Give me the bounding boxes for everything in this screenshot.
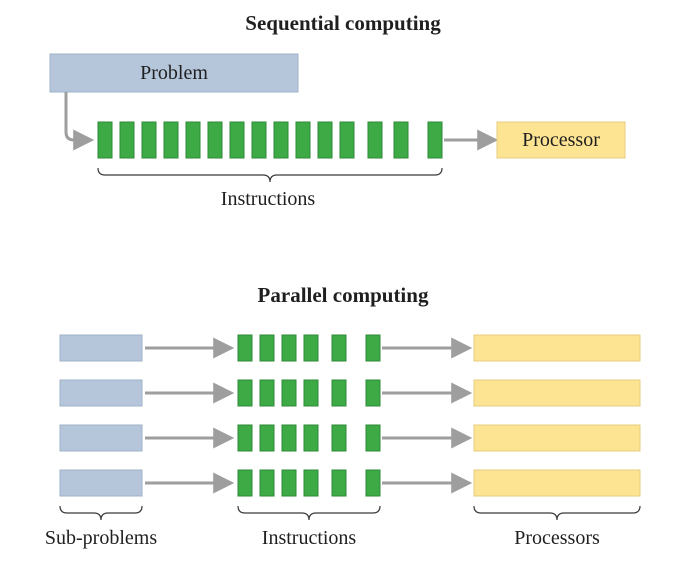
- instruction-block: [428, 122, 442, 158]
- instruction-block: [304, 335, 318, 361]
- parallel-instructions-label: Instructions: [262, 527, 357, 549]
- instruction-block: [282, 470, 296, 496]
- instruction-block: [282, 425, 296, 451]
- instruction-block: [98, 122, 112, 158]
- instruction-block: [282, 380, 296, 406]
- instruction-block: [394, 122, 408, 158]
- subproblems-brace: [60, 506, 142, 520]
- instruction-block: [186, 122, 200, 158]
- processors-label: Processors: [514, 527, 600, 549]
- instruction-block: [332, 335, 346, 361]
- instruction-block: [332, 380, 346, 406]
- instruction-block: [332, 470, 346, 496]
- instruction-block: [260, 335, 274, 361]
- instruction-block: [274, 122, 288, 158]
- instructions-brace: [98, 168, 442, 182]
- instruction-block: [142, 122, 156, 158]
- subproblems-label: Sub-problems: [45, 527, 157, 549]
- instruction-block: [332, 425, 346, 451]
- instruction-block: [368, 122, 382, 158]
- processor-box: [474, 335, 640, 361]
- problem-label: Problem: [140, 62, 208, 84]
- instruction-block: [366, 425, 380, 451]
- instruction-block: [304, 425, 318, 451]
- instruction-block: [238, 425, 252, 451]
- processor-box: [474, 425, 640, 451]
- instruction-block: [260, 425, 274, 451]
- instruction-block: [282, 335, 296, 361]
- subproblem-box: [60, 335, 142, 361]
- instruction-block: [208, 122, 222, 158]
- instruction-block: [252, 122, 266, 158]
- processor-box: [474, 470, 640, 496]
- instruction-block: [366, 380, 380, 406]
- instruction-block: [304, 470, 318, 496]
- problem-to-instructions-arrow: [66, 92, 90, 140]
- instruction-block: [340, 122, 354, 158]
- processor-label: Processor: [522, 129, 600, 151]
- instructions-label: Instructions: [221, 188, 316, 210]
- instruction-block: [260, 380, 274, 406]
- instruction-block: [318, 122, 332, 158]
- subproblem-box: [60, 470, 142, 496]
- instruction-block: [366, 470, 380, 496]
- instruction-block: [238, 470, 252, 496]
- parallel-instructions-brace: [238, 506, 380, 520]
- instruction-block: [120, 122, 134, 158]
- sequential-title: Sequential computing: [245, 11, 441, 35]
- instruction-block: [164, 122, 178, 158]
- instruction-block: [304, 380, 318, 406]
- instruction-block: [296, 122, 310, 158]
- subproblem-box: [60, 425, 142, 451]
- instruction-block: [366, 335, 380, 361]
- parallel-title: Parallel computing: [258, 283, 429, 307]
- instruction-block: [260, 470, 274, 496]
- instruction-block: [230, 122, 244, 158]
- subproblem-box: [60, 380, 142, 406]
- instruction-block: [238, 335, 252, 361]
- instruction-block: [238, 380, 252, 406]
- processors-brace: [474, 506, 640, 520]
- processor-box: [474, 380, 640, 406]
